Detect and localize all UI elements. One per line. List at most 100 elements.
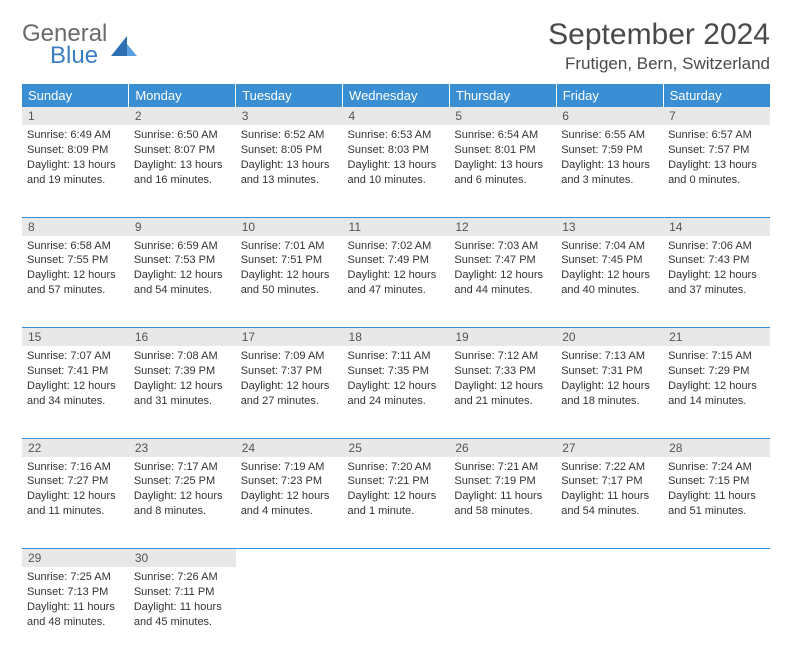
day-number: 27 — [556, 438, 663, 457]
logo-text: General Blue — [22, 22, 107, 68]
day-info-line: Sunrise: 7:03 AM — [454, 239, 551, 254]
day-cell — [663, 567, 770, 659]
day-number: 12 — [449, 217, 556, 236]
day-info-line: Sunrise: 6:58 AM — [27, 239, 124, 254]
day-info-line: Daylight: 13 hours — [27, 158, 124, 173]
day-info-line: Sunset: 7:53 PM — [134, 253, 231, 268]
day-info-line: and 34 minutes. — [27, 394, 124, 409]
weekday-header: Monday — [129, 84, 236, 107]
day-number: 18 — [343, 328, 450, 347]
day-info-line: Sunrise: 6:55 AM — [561, 128, 658, 143]
day-info-line: and 48 minutes. — [27, 615, 124, 630]
day-info-line: Sunrise: 6:50 AM — [134, 128, 231, 143]
day-info-line: Daylight: 12 hours — [454, 268, 551, 283]
calendar-body: 1234567Sunrise: 6:49 AMSunset: 8:09 PMDa… — [22, 107, 770, 659]
day-info-line: and 40 minutes. — [561, 283, 658, 298]
day-info-line: Sunset: 7:25 PM — [134, 474, 231, 489]
day-cell: Sunrise: 7:09 AMSunset: 7:37 PMDaylight:… — [236, 346, 343, 438]
day-info-line: and 45 minutes. — [134, 615, 231, 630]
day-info-line: Sunrise: 7:26 AM — [134, 570, 231, 585]
day-info-line: Daylight: 11 hours — [454, 489, 551, 504]
weekday-header: Tuesday — [236, 84, 343, 107]
day-number: 30 — [129, 549, 236, 568]
day-cell: Sunrise: 6:54 AMSunset: 8:01 PMDaylight:… — [449, 125, 556, 217]
day-cell: Sunrise: 6:52 AMSunset: 8:05 PMDaylight:… — [236, 125, 343, 217]
day-cell: Sunrise: 6:50 AMSunset: 8:07 PMDaylight:… — [129, 125, 236, 217]
day-info-line: Sunrise: 6:59 AM — [134, 239, 231, 254]
day-number: 24 — [236, 438, 343, 457]
week-row: Sunrise: 6:49 AMSunset: 8:09 PMDaylight:… — [22, 125, 770, 217]
day-info-line: Sunrise: 6:49 AM — [27, 128, 124, 143]
day-info-line: Daylight: 12 hours — [668, 268, 765, 283]
day-info-line: and 0 minutes. — [668, 173, 765, 188]
day-cell: Sunrise: 7:26 AMSunset: 7:11 PMDaylight:… — [129, 567, 236, 659]
day-info-line: Sunset: 7:41 PM — [27, 364, 124, 379]
day-cell: Sunrise: 7:12 AMSunset: 7:33 PMDaylight:… — [449, 346, 556, 438]
day-info-line: Sunrise: 6:53 AM — [348, 128, 445, 143]
day-number: 13 — [556, 217, 663, 236]
day-info-line: Sunrise: 7:09 AM — [241, 349, 338, 364]
day-number: 4 — [343, 107, 450, 125]
day-info-line: and 13 minutes. — [241, 173, 338, 188]
day-info-line: Sunset: 8:01 PM — [454, 143, 551, 158]
day-info-line: and 50 minutes. — [241, 283, 338, 298]
day-info-line: Sunrise: 7:06 AM — [668, 239, 765, 254]
day-number: 17 — [236, 328, 343, 347]
calendar-table: SundayMondayTuesdayWednesdayThursdayFrid… — [22, 84, 770, 659]
day-number: 29 — [22, 549, 129, 568]
day-info-line: Daylight: 11 hours — [134, 600, 231, 615]
day-number: 22 — [22, 438, 129, 457]
weekday-header: Friday — [556, 84, 663, 107]
day-info-line: Daylight: 13 hours — [668, 158, 765, 173]
day-info-line: Daylight: 12 hours — [561, 379, 658, 394]
daynum-row: 15161718192021 — [22, 328, 770, 347]
day-info-line: Daylight: 12 hours — [241, 489, 338, 504]
day-info-line: Sunset: 7:27 PM — [27, 474, 124, 489]
day-number: 28 — [663, 438, 770, 457]
day-info-line: Daylight: 13 hours — [134, 158, 231, 173]
day-info-line: Daylight: 11 hours — [561, 489, 658, 504]
day-info-line: Daylight: 12 hours — [27, 379, 124, 394]
day-info-line: Daylight: 12 hours — [348, 489, 445, 504]
day-number: 21 — [663, 328, 770, 347]
day-cell: Sunrise: 7:25 AMSunset: 7:13 PMDaylight:… — [22, 567, 129, 659]
day-info-line: and 58 minutes. — [454, 504, 551, 519]
day-cell: Sunrise: 7:02 AMSunset: 7:49 PMDaylight:… — [343, 236, 450, 328]
day-info-line: Sunrise: 7:02 AM — [348, 239, 445, 254]
day-info-line: Sunset: 8:09 PM — [27, 143, 124, 158]
title-block: September 2024 Frutigen, Bern, Switzerla… — [548, 18, 770, 74]
day-number: 14 — [663, 217, 770, 236]
logo-word2: Blue — [50, 44, 107, 68]
day-info-line: Sunrise: 7:11 AM — [348, 349, 445, 364]
daynum-row: 1234567 — [22, 107, 770, 125]
day-cell: Sunrise: 7:01 AMSunset: 7:51 PMDaylight:… — [236, 236, 343, 328]
day-number: 2 — [129, 107, 236, 125]
day-number: 15 — [22, 328, 129, 347]
day-info-line: and 14 minutes. — [668, 394, 765, 409]
day-info-line: Daylight: 12 hours — [561, 268, 658, 283]
day-cell: Sunrise: 7:11 AMSunset: 7:35 PMDaylight:… — [343, 346, 450, 438]
day-info-line: Sunrise: 7:08 AM — [134, 349, 231, 364]
day-info-line: Sunset: 7:23 PM — [241, 474, 338, 489]
day-info-line: and 27 minutes. — [241, 394, 338, 409]
day-info-line: Sunset: 7:45 PM — [561, 253, 658, 268]
daynum-row: 22232425262728 — [22, 438, 770, 457]
daynum-row: 2930 — [22, 549, 770, 568]
week-row: Sunrise: 7:07 AMSunset: 7:41 PMDaylight:… — [22, 346, 770, 438]
day-number: 19 — [449, 328, 556, 347]
day-cell: Sunrise: 7:04 AMSunset: 7:45 PMDaylight:… — [556, 236, 663, 328]
day-info-line: Sunset: 7:15 PM — [668, 474, 765, 489]
day-number — [663, 549, 770, 568]
day-info-line: and 47 minutes. — [348, 283, 445, 298]
day-cell: Sunrise: 7:19 AMSunset: 7:23 PMDaylight:… — [236, 457, 343, 549]
day-info-line: Sunset: 8:05 PM — [241, 143, 338, 158]
day-info-line: Daylight: 13 hours — [454, 158, 551, 173]
weekday-header: Thursday — [449, 84, 556, 107]
weekday-header: Sunday — [22, 84, 129, 107]
day-info-line: Sunrise: 6:52 AM — [241, 128, 338, 143]
day-info-line: Daylight: 12 hours — [668, 379, 765, 394]
day-info-line: and 54 minutes. — [561, 504, 658, 519]
day-info-line: Daylight: 12 hours — [134, 268, 231, 283]
day-cell: Sunrise: 7:08 AMSunset: 7:39 PMDaylight:… — [129, 346, 236, 438]
weekday-header: Wednesday — [343, 84, 450, 107]
